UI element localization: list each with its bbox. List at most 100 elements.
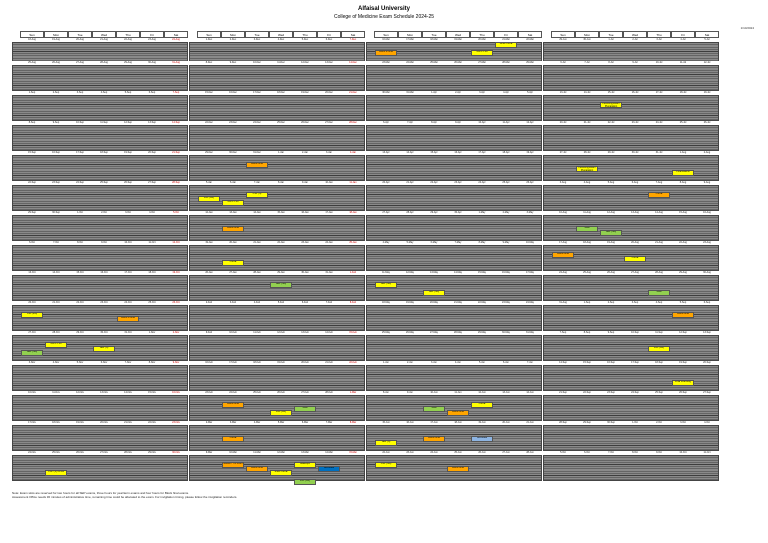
exam-block[interactable]: CSP (ES) xyxy=(21,312,43,318)
day-header: Sat xyxy=(518,31,542,38)
exam-block[interactable]: SEP (S) xyxy=(375,440,397,446)
exam-block[interactable]: Shelf xyxy=(423,406,445,412)
date-cell: 3-Aug xyxy=(559,181,567,184)
exam-block[interactable]: Shelf xyxy=(576,226,598,232)
exam-block[interactable]: Final Exams xyxy=(672,170,694,176)
date-cell: 9-Jun xyxy=(407,391,413,394)
exam-block[interactable]: CSP (S) xyxy=(246,192,268,198)
exam-block[interactable]: Block Final xyxy=(423,436,445,442)
exam-block[interactable]: PBL (SG) xyxy=(198,196,220,202)
day-header: Fri xyxy=(140,31,164,38)
exam-block[interactable]: SEP (SG) xyxy=(423,290,445,296)
exam-block[interactable]: SEP (SG) xyxy=(600,230,622,236)
exam-block[interactable]: OSCE xyxy=(222,260,244,266)
date-cell: 11-Jun xyxy=(454,391,462,394)
exam-block[interactable]: CSP (SG) xyxy=(375,462,397,468)
date-cell: 1-Mar xyxy=(349,391,357,394)
day-header: Fri xyxy=(494,31,518,38)
exam-label: PBL (SG) xyxy=(203,196,215,199)
exam-block[interactable]: Block 9 Final xyxy=(375,50,397,56)
date-cell: 13-Sep xyxy=(148,121,156,124)
exam-block[interactable]: OSCE xyxy=(222,436,244,442)
exam-block[interactable]: Shelf xyxy=(648,290,670,296)
exam-label: GNS 1 SS xyxy=(50,342,62,345)
exam-block[interactable]: Block Final xyxy=(222,226,244,232)
exam-block[interactable]: Licensing Exam Preparation xyxy=(600,102,622,108)
date-cell: 21-Feb xyxy=(325,361,333,364)
date-cell: 8-Jan xyxy=(278,181,284,184)
exam-block[interactable]: Final Licensing xyxy=(672,380,694,386)
exam-block[interactable]: Block Final xyxy=(672,312,694,318)
exam-block[interactable]: Block Final xyxy=(447,466,469,472)
date-cell: 12-Mar xyxy=(277,451,285,454)
week-slots xyxy=(366,394,542,421)
date-cell: 4-Feb xyxy=(253,301,261,304)
exam-block[interactable]: Shelf OSCE xyxy=(270,470,292,476)
exam-block[interactable]: Shelf xyxy=(294,406,316,412)
date-cell: 29-Dec xyxy=(205,151,213,154)
exam-block[interactable]: Block Final xyxy=(246,466,268,472)
date-cell: 20-Sep xyxy=(703,361,711,364)
exam-label: OSCE xyxy=(631,256,639,259)
date-cell: 20-Aug xyxy=(76,38,84,41)
date-cell: 13-Oct xyxy=(28,271,36,274)
date-cell: 30-Aug xyxy=(148,61,156,64)
exam-block[interactable]: Remedial xyxy=(471,436,493,442)
exam-block[interactable]: OSCE xyxy=(471,402,493,408)
date-cell: 26-Aug xyxy=(607,271,615,274)
date-cell: 26-Sep xyxy=(124,181,132,184)
date-cell: 29-Sep xyxy=(583,421,591,424)
exam-block[interactable]: PBL (SG) xyxy=(270,410,292,416)
exam-block[interactable]: Blocks 7 HF 2025 xyxy=(222,462,244,468)
exam-label: Shelf xyxy=(431,406,437,409)
exam-block[interactable]: Final OSCE xyxy=(495,42,517,48)
exam-block[interactable]: PBL (SG) xyxy=(648,346,670,352)
exam-block[interactable]: Block 4 Final xyxy=(117,316,139,322)
exam-label: Block Final xyxy=(227,402,239,405)
exam-block[interactable]: Block Final xyxy=(222,402,244,408)
date-cell: 11-Oct xyxy=(148,241,156,244)
week-slots xyxy=(189,124,365,151)
exam-block[interactable]: GNS 1 SS xyxy=(45,342,67,348)
date-cell: 8-Feb xyxy=(349,301,357,304)
exam-block[interactable]: Block Final xyxy=(447,410,469,416)
exam-block[interactable]: Remedial xyxy=(318,466,340,472)
exam-label: Block Final xyxy=(677,312,689,315)
exam-block[interactable]: Block Final xyxy=(552,252,574,258)
date-cell: 16-Oct xyxy=(100,271,108,274)
day-header: Fri xyxy=(671,31,695,38)
date-cell: 14-May xyxy=(454,271,462,274)
date-cell: 31-Jan xyxy=(325,271,333,274)
exam-block[interactable]: Makeups xyxy=(294,462,316,468)
exam-block[interactable]: SEP (SG) xyxy=(375,282,397,288)
date-cell: 13-Jul xyxy=(559,91,567,94)
exam-label: Shelf xyxy=(656,290,662,293)
week-slots xyxy=(189,424,365,451)
date-cell: 28-Oct xyxy=(52,331,60,334)
exam-block[interactable]: SEP (S) xyxy=(93,346,115,352)
exam-block[interactable]: GNS 1 SS xyxy=(222,200,244,206)
exam-label: Block Final xyxy=(557,252,569,255)
exam-block[interactable]: OSCE xyxy=(624,256,646,262)
exam-block[interactable]: SEP (SG) xyxy=(270,282,292,288)
date-cell: 10-Aug xyxy=(559,211,567,214)
exam-block[interactable]: CSP (S) OFPE xyxy=(45,470,67,476)
exam-block[interactable]: GNS 1 SS xyxy=(471,50,493,56)
date-cell: 7-Jul xyxy=(584,61,590,64)
week-slots xyxy=(12,124,188,151)
exam-block[interactable]: SEP (SG) xyxy=(21,350,43,356)
exam-block[interactable]: Licensing Exam Preparation xyxy=(576,166,598,172)
date-cell: 30-Jul xyxy=(631,151,639,154)
exam-label: SEP (S) xyxy=(99,346,109,349)
date-cell: 22-Sep xyxy=(28,181,36,184)
exam-block[interactable]: OSCE xyxy=(648,192,670,198)
date-cell: 26-Jun xyxy=(478,451,486,454)
date-cell: 23-May xyxy=(502,301,510,304)
exam-block[interactable]: Block Final xyxy=(246,162,268,168)
exam-block[interactable]: PBL (SG) xyxy=(294,479,316,485)
date-cell: 13-Jan xyxy=(229,211,237,214)
date-cell: 7-Jan xyxy=(254,181,260,184)
date-cell: 28-Aug xyxy=(100,61,108,64)
date-cell: 22-Aug xyxy=(679,241,687,244)
date-cell: 2-Apr xyxy=(455,91,461,94)
